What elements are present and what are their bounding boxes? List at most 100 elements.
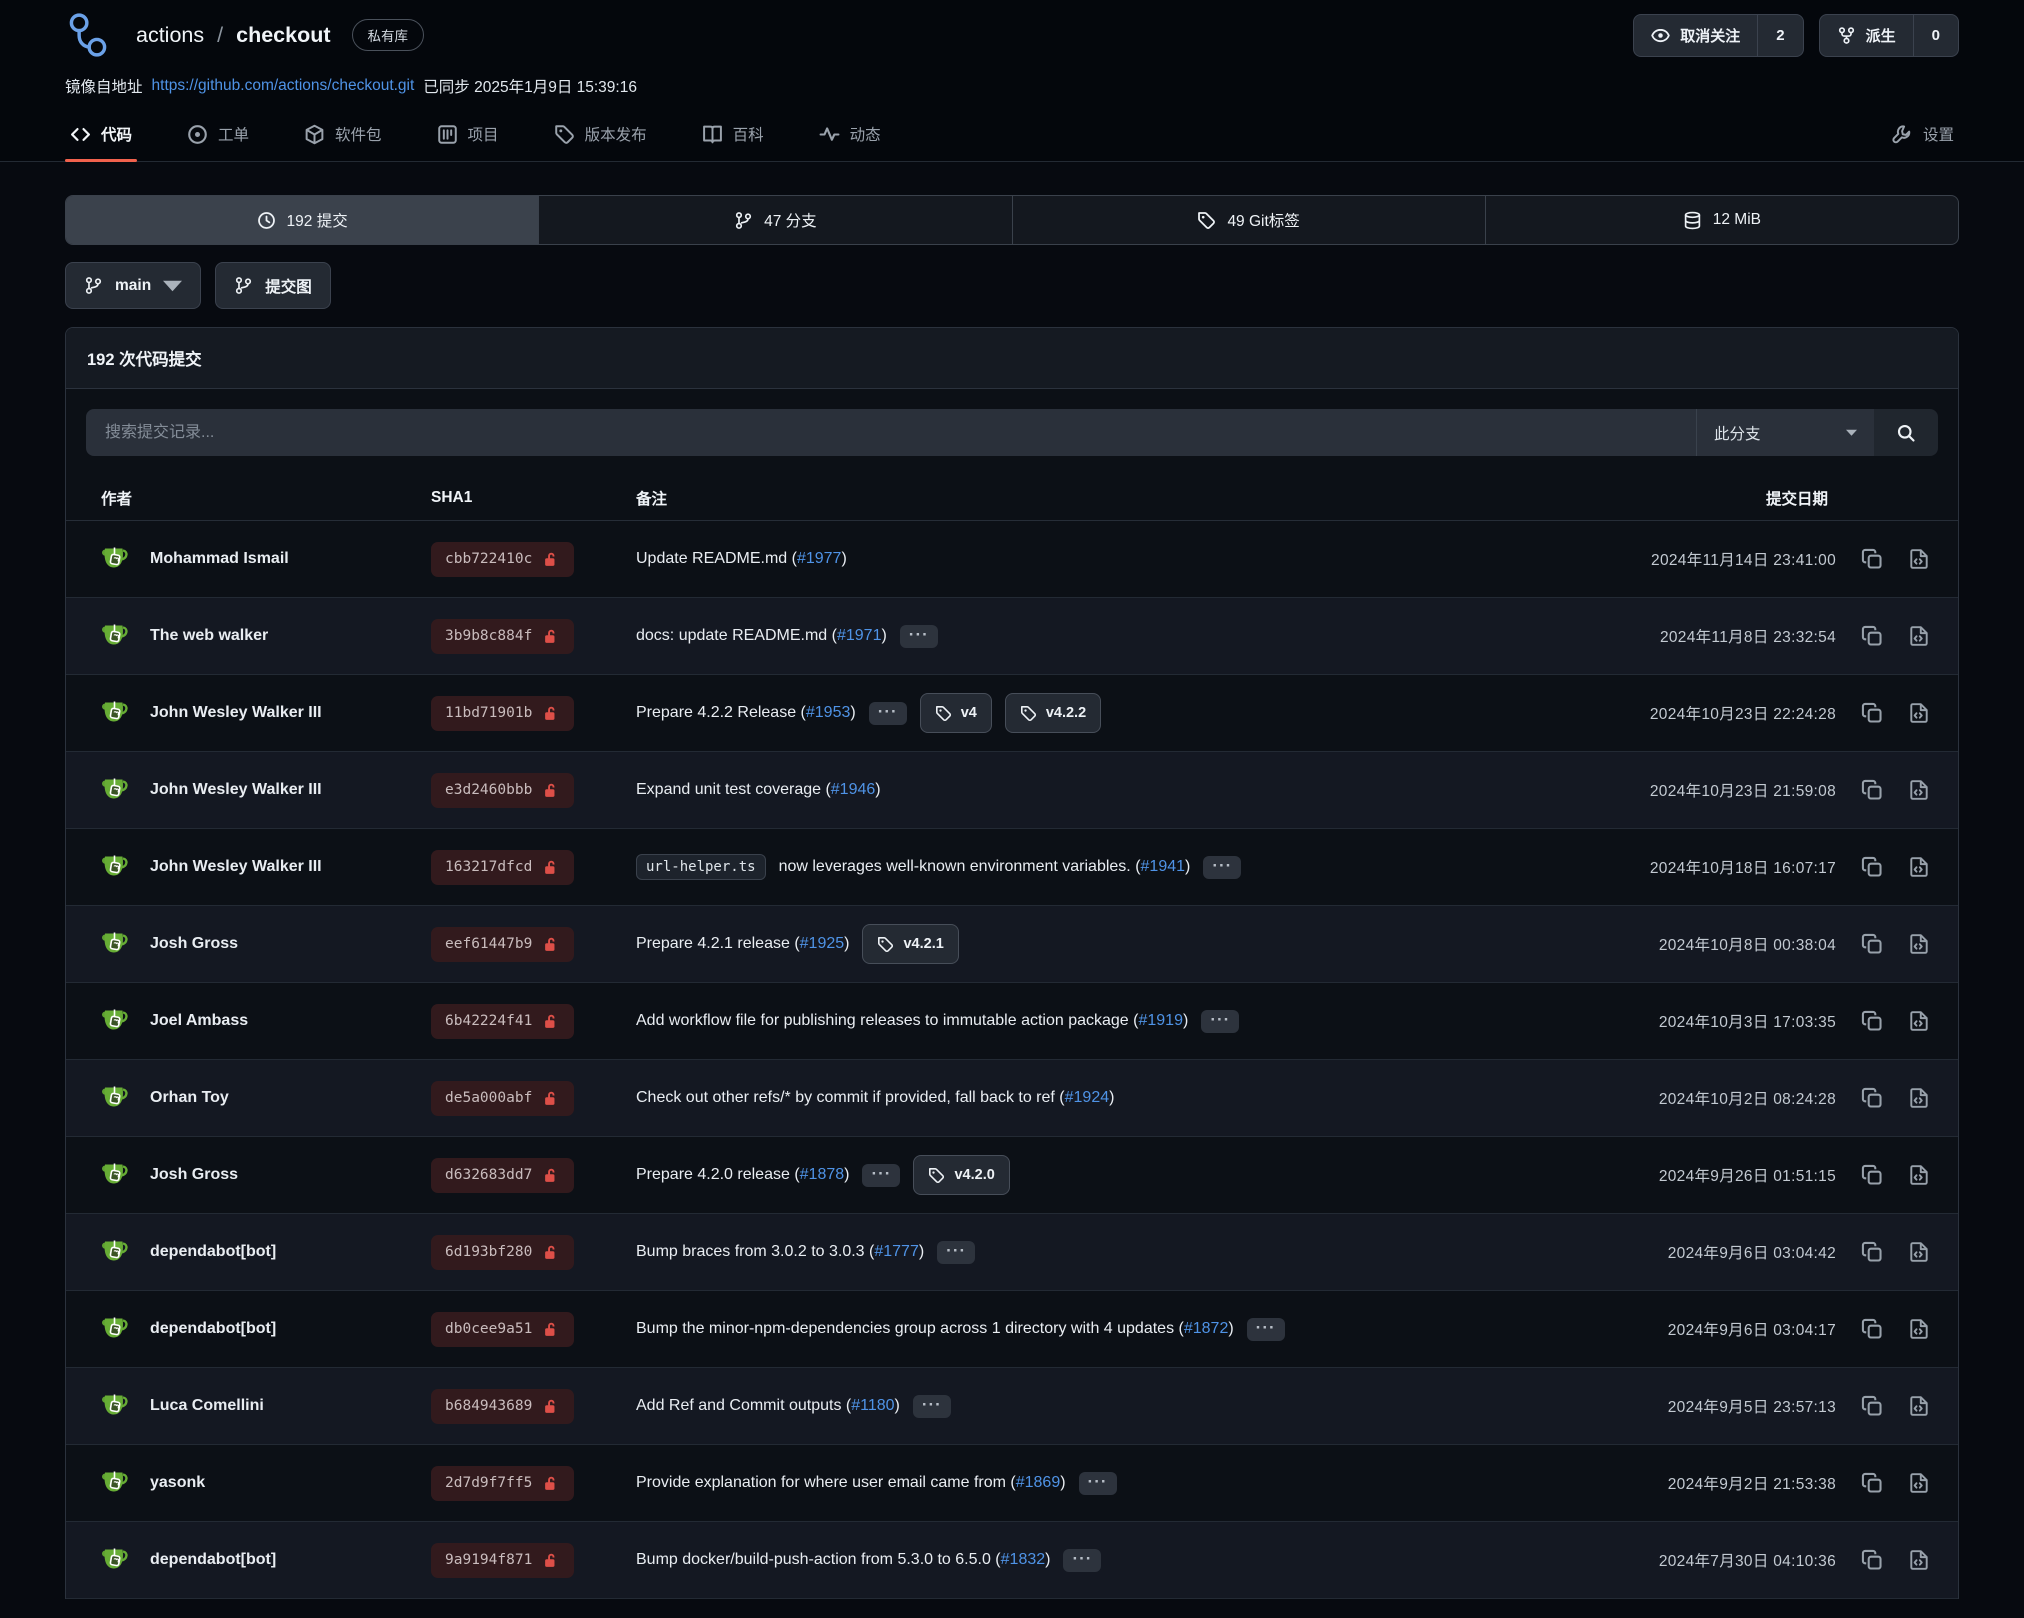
fork-button[interactable]: 派生 0 [1818, 13, 1959, 57]
commit-sha-badge[interactable]: 163217dfcd [431, 849, 575, 885]
copy-sha-icon[interactable] [1861, 1318, 1883, 1340]
issue-link[interactable]: #1878 [799, 1166, 845, 1183]
fork-count[interactable]: 0 [1912, 14, 1958, 56]
watch-count[interactable]: 2 [1757, 14, 1802, 56]
view-file-at-commit-icon[interactable] [1908, 1010, 1930, 1032]
tab-code[interactable]: 代码 [65, 110, 138, 162]
issue-link[interactable]: #1971 [836, 627, 882, 644]
copy-sha-icon[interactable] [1861, 779, 1883, 801]
issue-link[interactable]: #1872 [1183, 1320, 1229, 1337]
commit-sha-badge[interactable]: 6b42224f41 [431, 1003, 575, 1039]
view-file-at-commit-icon[interactable] [1908, 1087, 1930, 1109]
stat-size[interactable]: 12 MiB [1484, 196, 1958, 244]
unwatch-button[interactable]: 取消关注 2 [1633, 13, 1804, 57]
expand-message-button[interactable]: ··· [937, 1240, 976, 1264]
commit-graph-button[interactable]: 提交图 [215, 262, 331, 309]
copy-sha-icon[interactable] [1861, 1395, 1883, 1417]
view-file-at-commit-icon[interactable] [1908, 1395, 1930, 1417]
copy-sha-icon[interactable] [1861, 702, 1883, 724]
tab-packages[interactable]: 软件包 [299, 110, 387, 161]
view-file-at-commit-icon[interactable] [1908, 1549, 1930, 1571]
issue-link[interactable]: #1924 [1064, 1089, 1110, 1106]
copy-sha-icon[interactable] [1861, 856, 1883, 878]
commit-search-button[interactable] [1874, 409, 1938, 456]
view-file-at-commit-icon[interactable] [1908, 702, 1930, 724]
commit-sha-badge[interactable]: 11bd71901b [431, 695, 575, 731]
unlock-icon [543, 1552, 560, 1569]
commit-sha-badge[interactable]: 9a9194f871 [431, 1542, 575, 1578]
copy-sha-icon[interactable] [1861, 933, 1883, 955]
version-tag-chip[interactable]: v4 [919, 693, 992, 733]
view-file-at-commit-icon[interactable] [1908, 1241, 1930, 1263]
commit-sha-badge[interactable]: db0cee9a51 [431, 1311, 575, 1347]
tab-wiki[interactable]: 百科 [697, 110, 769, 161]
version-tag-chip[interactable]: v4.2.2 [1004, 693, 1102, 733]
copy-sha-icon[interactable] [1861, 1164, 1883, 1186]
issue-link[interactable]: #1777 [874, 1243, 919, 1260]
expand-message-button[interactable]: ··· [1203, 855, 1242, 879]
commit-sha-badge[interactable]: cbb722410c [431, 541, 575, 577]
copy-sha-icon[interactable] [1861, 1472, 1883, 1494]
view-file-at-commit-icon[interactable] [1908, 779, 1930, 801]
expand-message-button[interactable]: ··· [899, 624, 938, 648]
copy-sha-icon[interactable] [1861, 1549, 1883, 1571]
copy-sha-icon[interactable] [1861, 1010, 1883, 1032]
expand-message-button[interactable]: ··· [1063, 1548, 1102, 1572]
view-file-at-commit-icon[interactable] [1908, 933, 1930, 955]
mirror-url-link[interactable]: https://github.com/actions/checkout.git [151, 77, 415, 94]
version-tag-chip[interactable]: v4.2.1 [862, 924, 959, 964]
issue-link[interactable]: #1919 [1138, 1012, 1183, 1029]
copy-sha-icon[interactable] [1861, 1087, 1883, 1109]
commit-search-input[interactable] [86, 409, 1696, 456]
branch-filter-dropdown[interactable]: 此分支 [1696, 409, 1874, 456]
view-file-at-commit-icon[interactable] [1908, 625, 1930, 647]
issue-link[interactable]: #1180 [851, 1397, 895, 1414]
commit-sha-badge[interactable]: b684943689 [431, 1388, 575, 1424]
version-tag-chip[interactable]: v4.2.0 [913, 1155, 1010, 1195]
repo-title: actions / checkout 私有库 [136, 19, 424, 51]
expand-message-button[interactable]: ··· [1201, 1009, 1240, 1033]
expand-message-button[interactable]: ··· [868, 701, 907, 725]
view-file-at-commit-icon[interactable] [1908, 1164, 1930, 1186]
tab-projects[interactable]: 项目 [432, 110, 504, 161]
expand-message-button[interactable]: ··· [912, 1394, 951, 1418]
copy-sha-icon[interactable] [1861, 1241, 1883, 1263]
pulse-icon [819, 124, 840, 145]
issue-link[interactable]: #1832 [1000, 1551, 1046, 1568]
expand-message-button[interactable]: ··· [1246, 1317, 1285, 1341]
expand-message-button[interactable]: ··· [862, 1163, 901, 1187]
commit-sha-badge[interactable]: eef61447b9 [431, 926, 575, 962]
branch-selector[interactable]: main [65, 262, 202, 309]
commits-table-body: Mohammad Ismail cbb722410c Update README… [66, 521, 1958, 1599]
issue-link[interactable]: #1977 [796, 550, 842, 567]
tab-issues[interactable]: 工单 [182, 110, 254, 161]
issue-link[interactable]: #1941 [1140, 858, 1186, 875]
commit-author-cell: Orhan Toy [66, 1081, 431, 1115]
view-file-at-commit-icon[interactable] [1908, 1318, 1930, 1340]
tab-activity[interactable]: 动态 [814, 110, 886, 161]
commit-sha-badge[interactable]: 6d193bf280 [431, 1234, 575, 1270]
repo-owner-link[interactable]: actions [136, 22, 205, 47]
private-repo-badge: 私有库 [351, 19, 424, 51]
stat-branches[interactable]: 47 分支 [538, 196, 1011, 244]
commit-sha-badge[interactable]: de5a000abf [431, 1080, 575, 1116]
copy-sha-icon[interactable] [1861, 548, 1883, 570]
view-file-at-commit-icon[interactable] [1908, 548, 1930, 570]
commit-sha-badge[interactable]: 2d7d9f7ff5 [431, 1465, 575, 1501]
issue-link[interactable]: #1953 [805, 704, 851, 721]
commit-sha-badge[interactable]: 3b9b8c884f [431, 618, 575, 654]
commit-sha-badge[interactable]: e3d2460bbb [431, 772, 575, 808]
stat-commits[interactable]: 192 提交 [66, 196, 539, 244]
issue-link[interactable]: #1925 [799, 935, 845, 952]
commit-sha-badge[interactable]: d632683dd7 [431, 1157, 575, 1193]
repo-name-link[interactable]: checkout [236, 22, 331, 47]
issue-link[interactable]: #1946 [830, 781, 876, 798]
expand-message-button[interactable]: ··· [1078, 1471, 1117, 1495]
view-file-at-commit-icon[interactable] [1908, 856, 1930, 878]
copy-sha-icon[interactable] [1861, 625, 1883, 647]
tab-releases[interactable]: 版本发布 [549, 110, 652, 161]
stat-git-tags[interactable]: 49 Git标签 [1011, 196, 1485, 244]
issue-link[interactable]: #1869 [1015, 1474, 1061, 1491]
tab-settings[interactable]: 设置 [1887, 110, 1959, 161]
view-file-at-commit-icon[interactable] [1908, 1472, 1930, 1494]
